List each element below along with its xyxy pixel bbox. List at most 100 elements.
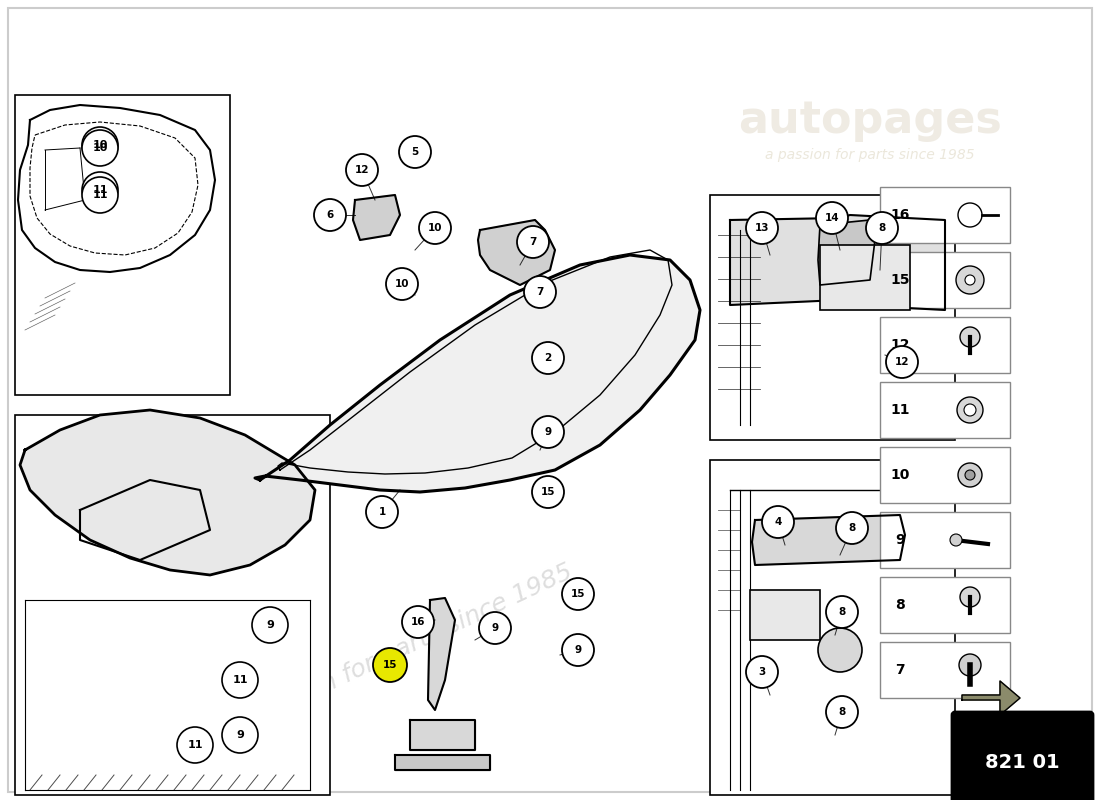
Text: 11: 11 <box>232 675 248 685</box>
Text: 8: 8 <box>838 607 846 617</box>
Circle shape <box>959 654 981 676</box>
Text: 11: 11 <box>92 190 108 200</box>
Text: 11: 11 <box>187 740 202 750</box>
Circle shape <box>746 212 778 244</box>
Text: 9: 9 <box>236 730 244 740</box>
Text: 9: 9 <box>492 623 498 633</box>
FancyBboxPatch shape <box>15 415 330 795</box>
Text: 8: 8 <box>879 223 886 233</box>
Circle shape <box>82 172 118 208</box>
FancyBboxPatch shape <box>880 317 1010 373</box>
Circle shape <box>532 476 564 508</box>
FancyBboxPatch shape <box>710 195 955 440</box>
Circle shape <box>532 342 564 374</box>
Circle shape <box>956 266 984 294</box>
Circle shape <box>826 696 858 728</box>
Circle shape <box>816 202 848 234</box>
Text: 16: 16 <box>410 617 426 627</box>
Text: 10: 10 <box>395 279 409 289</box>
Text: 7: 7 <box>895 663 905 677</box>
Polygon shape <box>818 220 874 285</box>
Circle shape <box>826 596 858 628</box>
Circle shape <box>746 656 778 688</box>
Circle shape <box>762 506 794 538</box>
FancyBboxPatch shape <box>880 252 1010 308</box>
Circle shape <box>346 154 378 186</box>
Text: 4: 4 <box>774 517 782 527</box>
Text: 15: 15 <box>541 487 556 497</box>
Circle shape <box>524 276 556 308</box>
Circle shape <box>399 136 431 168</box>
Circle shape <box>836 512 868 544</box>
Polygon shape <box>752 515 905 565</box>
Text: 14: 14 <box>825 213 839 223</box>
Circle shape <box>958 463 982 487</box>
Text: 9: 9 <box>574 645 582 655</box>
Polygon shape <box>395 755 490 770</box>
Text: 9: 9 <box>544 427 551 437</box>
Text: 3: 3 <box>758 667 766 677</box>
Circle shape <box>252 607 288 643</box>
Circle shape <box>957 397 983 423</box>
Text: 15: 15 <box>383 660 397 670</box>
Circle shape <box>886 346 918 378</box>
Text: 12: 12 <box>894 357 910 367</box>
Circle shape <box>82 177 118 213</box>
Text: 10: 10 <box>428 223 442 233</box>
Text: 12: 12 <box>354 165 370 175</box>
Text: 821 01: 821 01 <box>984 753 1059 771</box>
Text: 10: 10 <box>890 468 910 482</box>
Text: 15: 15 <box>890 273 910 287</box>
FancyBboxPatch shape <box>952 712 1093 800</box>
Text: a passion for parts since 1985: a passion for parts since 1985 <box>766 148 975 162</box>
Circle shape <box>965 275 975 285</box>
Text: 8: 8 <box>895 598 905 612</box>
Text: 8: 8 <box>838 707 846 717</box>
Circle shape <box>373 648 407 682</box>
Circle shape <box>386 268 418 300</box>
FancyBboxPatch shape <box>880 187 1010 243</box>
Circle shape <box>402 606 434 638</box>
FancyBboxPatch shape <box>880 512 1010 568</box>
Circle shape <box>562 578 594 610</box>
FancyBboxPatch shape <box>880 382 1010 438</box>
Text: 9: 9 <box>895 533 905 547</box>
Text: 11: 11 <box>890 403 910 417</box>
Circle shape <box>517 226 549 258</box>
Circle shape <box>965 470 975 480</box>
Circle shape <box>950 534 962 546</box>
Text: 1: 1 <box>378 507 386 517</box>
Text: 10: 10 <box>92 143 108 153</box>
Circle shape <box>866 212 898 244</box>
Circle shape <box>222 662 258 698</box>
Polygon shape <box>410 720 475 750</box>
Circle shape <box>419 212 451 244</box>
Text: 13: 13 <box>755 223 769 233</box>
Text: 11: 11 <box>92 185 108 195</box>
FancyBboxPatch shape <box>8 8 1092 792</box>
Circle shape <box>82 130 118 166</box>
Circle shape <box>478 612 512 644</box>
Text: autopages: autopages <box>738 98 1002 142</box>
Circle shape <box>532 416 564 448</box>
FancyBboxPatch shape <box>15 95 230 395</box>
Circle shape <box>222 717 258 753</box>
Circle shape <box>818 628 862 672</box>
FancyBboxPatch shape <box>880 577 1010 633</box>
Text: 7: 7 <box>537 287 543 297</box>
Text: 7: 7 <box>529 237 537 247</box>
Polygon shape <box>962 681 1020 715</box>
Text: 9: 9 <box>266 620 274 630</box>
Text: 15: 15 <box>571 589 585 599</box>
FancyBboxPatch shape <box>710 460 955 795</box>
Circle shape <box>960 327 980 347</box>
Polygon shape <box>353 195 400 240</box>
FancyBboxPatch shape <box>880 447 1010 503</box>
FancyBboxPatch shape <box>820 245 910 310</box>
Polygon shape <box>428 598 455 710</box>
FancyBboxPatch shape <box>880 642 1010 698</box>
Text: 5: 5 <box>411 147 419 157</box>
FancyBboxPatch shape <box>750 590 820 640</box>
Circle shape <box>366 496 398 528</box>
Text: 12: 12 <box>890 338 910 352</box>
